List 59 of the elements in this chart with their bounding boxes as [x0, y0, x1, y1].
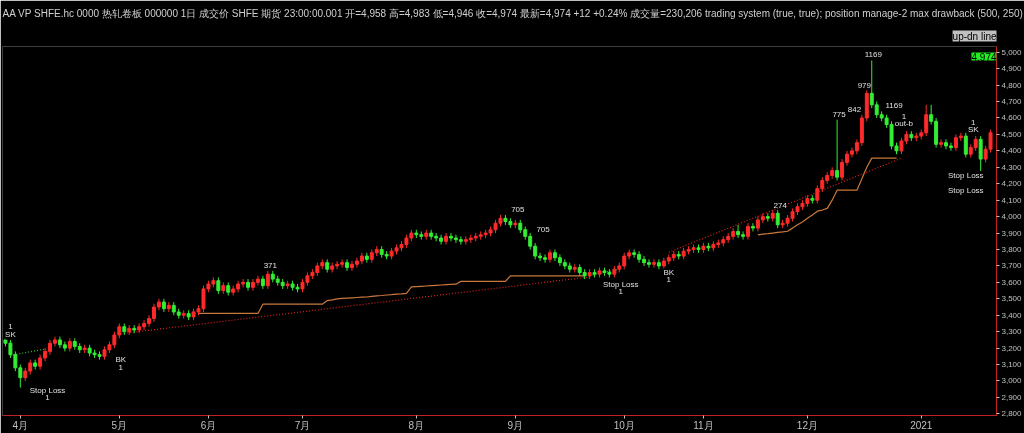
chart-subtitle: up-dn line	[952, 30, 997, 42]
annotation: Stop Loss	[29, 385, 66, 395]
annotation: 1	[971, 117, 977, 127]
y-tick-label: 3,100	[1001, 360, 1023, 370]
annotation: 1169	[885, 101, 904, 111]
y-tick-label: 3,700	[1001, 261, 1023, 271]
annotation: 1	[618, 286, 624, 296]
y-tick-label: 3,900	[1001, 228, 1023, 238]
annotation: 371	[263, 261, 278, 271]
y-tick-label: 4,600	[1001, 113, 1023, 123]
y-tick-label: 2,900	[1001, 392, 1023, 402]
y-tick-label: 4,100	[1001, 195, 1023, 205]
y-tick-label: 4,300	[1001, 162, 1023, 172]
y-tick-label: 4,400	[1001, 146, 1023, 156]
annotation: 1	[118, 362, 124, 372]
annotation: out-b	[894, 119, 914, 129]
x-tick-label: 12月	[796, 419, 818, 431]
y-tick-label: 4,500	[1001, 129, 1023, 139]
annotation: SK	[967, 125, 980, 134]
annotation: 1169	[864, 50, 883, 60]
annotation: 775	[832, 110, 847, 120]
annotation: SK	[5, 330, 17, 340]
annotation: BK	[663, 268, 675, 277]
y-tick-label: 4,800	[1001, 80, 1023, 90]
annotation: 1	[666, 275, 672, 285]
y-tick-label: 4,200	[1001, 179, 1023, 189]
x-tick-label: 9月	[507, 419, 524, 431]
y-tick-label: 4,700	[1001, 97, 1023, 107]
y-tick-label: 3,000	[1001, 376, 1023, 386]
annotation: 1	[901, 111, 907, 121]
annotation: 1	[8, 322, 14, 332]
annotation: 842	[847, 105, 862, 115]
y-tick-label: 4,000	[1001, 212, 1023, 222]
annotation: 705	[511, 204, 526, 214]
x-tick-label: 2021	[910, 419, 933, 431]
annotation: Stop Loss	[948, 171, 984, 181]
x-tick-label: 11月	[693, 419, 714, 431]
x-tick-label: 10月	[613, 419, 635, 431]
y-tick-label: 4,900	[1001, 64, 1023, 74]
y-tick-label: 3,400	[1001, 310, 1023, 320]
annotation: Stop Loss	[602, 279, 639, 289]
x-tick-label: 7月	[294, 419, 311, 431]
y-tick-label: 3,800	[1001, 244, 1023, 254]
y-tick-label: 2,800	[1001, 409, 1023, 419]
annotation: 705	[536, 225, 551, 235]
annotation: Stop Loss	[948, 185, 984, 195]
x-tick-label: 6月	[200, 419, 217, 431]
annotation: 979	[857, 80, 872, 90]
annotation: BK	[115, 355, 127, 365]
y-tick-label: 3,500	[1001, 294, 1023, 304]
y-tick-label: 5,000	[1001, 47, 1023, 57]
chart-title: AA VP SHFE.hc 0000 热轧卷板 000000 1日 成交价 SHFE 期货 23:00:00.001 开=4,958 高=4,983 低=4,946 收=4,974 最新=4,974 +12 +0.24% 成交量=230,206 trading system (true, true); position manage-2 max drawback (500, 250)	[2, 7, 1023, 19]
annotation: 1	[45, 392, 51, 402]
y-tick-label: 3,600	[1001, 277, 1023, 287]
x-tick-label: 8月	[408, 419, 425, 431]
x-tick-label: 5月	[111, 419, 128, 431]
x-tick-label: 4月	[12, 419, 29, 431]
y-tick-label: 3,300	[1001, 327, 1023, 337]
y-tick-label: 3,200	[1001, 343, 1023, 353]
